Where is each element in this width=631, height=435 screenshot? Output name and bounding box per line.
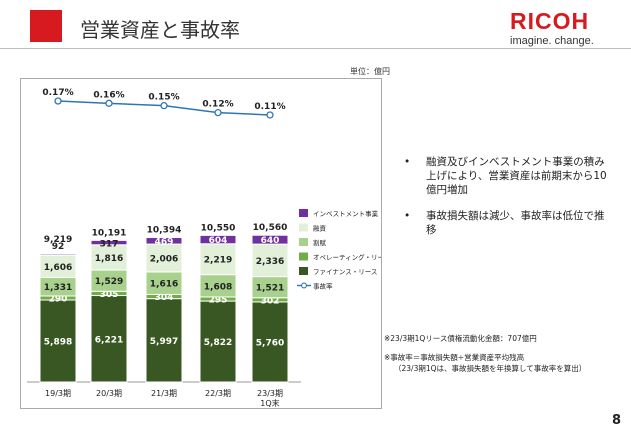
legend-label: ファイナンス・リース	[313, 268, 377, 276]
accident-rate-point	[54, 97, 62, 105]
footnotes: ※23/3期1Qリース債権流動化金額：707億円 ※事故率＝事故損失額÷営業資産…	[384, 333, 586, 374]
data-label: 1,521	[256, 284, 284, 294]
bullet-item: • 事故損失額は減少、事故率は低位で推移	[400, 209, 610, 237]
legend-swatch	[299, 238, 308, 246]
accident-rate-point	[160, 102, 168, 110]
data-label: 2,336	[256, 257, 284, 267]
data-label: 604	[209, 236, 228, 246]
data-label: 1,606	[44, 263, 72, 273]
brand-tagline: imagine. change.	[510, 35, 594, 47]
x-tick-label: 20/3期	[96, 389, 122, 398]
page-title: 営業資産と事故率	[80, 18, 240, 42]
page-number: 8	[612, 413, 622, 428]
total-label: 10,394	[147, 226, 182, 236]
accident-rate-label: 0.17%	[42, 88, 73, 98]
footnote-securitization: ※23/3期1Qリース債権流動化金額：707億円	[384, 334, 537, 343]
accident-rate-point	[266, 111, 274, 119]
bar-segment	[251, 243, 289, 278]
data-label: 6,221	[95, 335, 123, 345]
bullet-list: • 融資及びインベストメント事業の積み上げにより、営業資産は前期末から10億円増…	[400, 155, 610, 249]
bullet-dot-icon: •	[404, 156, 411, 168]
accident-rate-point	[214, 109, 222, 117]
bullet-item: • 融資及びインベストメント事業の積み上げにより、営業資産は前期末から10億円増…	[400, 155, 610, 197]
accident-rate-label: 0.11%	[254, 102, 285, 112]
bar-segment	[251, 234, 289, 245]
bar-segment	[145, 237, 183, 245]
ricoh-logo: RICOH	[510, 8, 590, 34]
data-label: 317	[100, 239, 119, 249]
legend-label: インベストメント事業	[313, 209, 379, 218]
stacked-bar-chart: 5,898 290 1,331 1,606 929,219 19/3期 6,221 305 1,…	[27, 88, 381, 408]
x-tick-sublabel: 1Q末	[260, 398, 279, 408]
bar-segment	[39, 299, 77, 383]
bullet-text: 融資及びインベストメント事業の積み上げにより、営業資産は前期末から10億円増加	[426, 156, 607, 196]
data-label: 305	[100, 290, 119, 300]
data-label: 1,816	[95, 254, 123, 264]
x-tick-label: 21/3期	[151, 389, 177, 398]
bar-segment	[145, 243, 183, 273]
footnote-loss-ratio: ※事故率＝事故損失額÷営業資産平均残高	[384, 353, 525, 362]
data-label: 5,997	[150, 337, 178, 347]
legend-swatch	[299, 209, 308, 217]
data-label: 1,331	[44, 283, 72, 293]
legend-label: オペレーティング・リース	[313, 253, 381, 262]
accident-rate-label: 0.15%	[148, 93, 179, 103]
bullet-text: 事故損失額は減少、事故率は低位で推移	[426, 210, 605, 236]
bullet-dot-icon: •	[404, 210, 411, 222]
total-label: 10,191	[92, 228, 127, 238]
data-label: 2,219	[204, 256, 232, 266]
bar-segment	[199, 234, 237, 245]
data-label: 5,760	[256, 338, 284, 348]
data-label: 290	[49, 295, 68, 305]
legend-swatch	[299, 223, 308, 232]
legend-label: 割賦	[313, 238, 327, 247]
data-label: 1,616	[150, 280, 178, 290]
data-label: 5,822	[204, 338, 232, 348]
header-red-square	[30, 10, 62, 42]
data-label: 2,006	[150, 255, 178, 265]
title-divider	[0, 48, 631, 49]
x-tick-label: 22/3期	[205, 389, 231, 398]
total-label: 10,550	[201, 223, 236, 233]
data-label: 302	[261, 296, 280, 306]
bar-segment	[199, 300, 237, 383]
data-label: 92	[52, 242, 65, 252]
bar-segment	[251, 301, 289, 383]
total-label: 10,560	[253, 223, 288, 233]
data-label: 640	[261, 236, 280, 246]
chart-frame: 5,898 290 1,331 1,606 92 9,219 19/3期 6,221 305 1,…	[20, 78, 382, 409]
legend-label: 融資	[313, 224, 327, 233]
data-label: 5,898	[44, 338, 72, 348]
data-label: 304	[155, 293, 174, 303]
x-tick-label: 23/3期	[257, 389, 283, 398]
data-label: 1,608	[204, 282, 232, 292]
accident-rate-point	[105, 99, 113, 107]
unit-label: 単位：億円	[350, 67, 390, 76]
legend-swatch	[299, 252, 308, 261]
bar-segment	[90, 239, 128, 246]
legend-label: 事故率	[313, 282, 333, 291]
data-label: 469	[155, 237, 174, 247]
bar-segment	[145, 298, 183, 383]
bar-segment	[39, 253, 77, 256]
data-label: 295	[209, 296, 228, 306]
accident-rate-label: 0.12%	[202, 100, 233, 110]
legend-swatch	[299, 267, 308, 275]
accident-rate-label: 0.16%	[93, 90, 124, 100]
bar-segment	[90, 244, 128, 271]
x-tick-label: 19/3期	[45, 389, 71, 398]
data-label: 1,529	[95, 277, 123, 287]
total-label: 9,219	[44, 235, 72, 245]
footnote-annualized: （23/3期1Qは、事故損失額を年換算して事故率を算出）	[394, 364, 587, 373]
legend-line-marker	[301, 282, 307, 289]
